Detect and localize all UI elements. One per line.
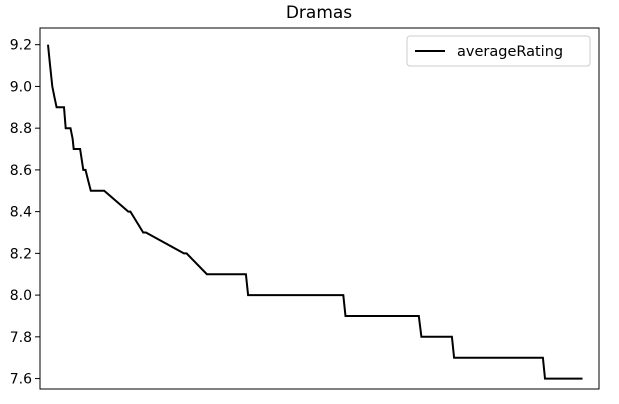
y-axis: 7.6 7.8 8.0 8.2 8.4 8.6 8.8 9.0 9.2 — [10, 38, 40, 388]
legend-label-averageRating: averageRating — [457, 44, 563, 60]
y-tick-label: 8.8 — [10, 121, 32, 137]
y-tick-label: 9.0 — [10, 79, 32, 95]
plot-frame — [39, 27, 600, 390]
y-tick-label: 8.6 — [10, 163, 32, 179]
plot-area — [47, 44, 583, 380]
legend: averageRating — [406, 35, 591, 67]
y-tick-label: 8.0 — [10, 288, 32, 304]
y-tick-label: 7.6 — [10, 372, 32, 388]
y-tick-label: 7.8 — [10, 330, 32, 346]
y-tick-label: 9.2 — [10, 38, 32, 54]
y-tick-label: 8.4 — [10, 205, 32, 221]
series-line-averageRating — [47, 44, 583, 380]
legend-box — [406, 35, 591, 67]
chart-title: Dramas — [286, 3, 352, 23]
y-tick-label: 8.2 — [10, 246, 32, 262]
